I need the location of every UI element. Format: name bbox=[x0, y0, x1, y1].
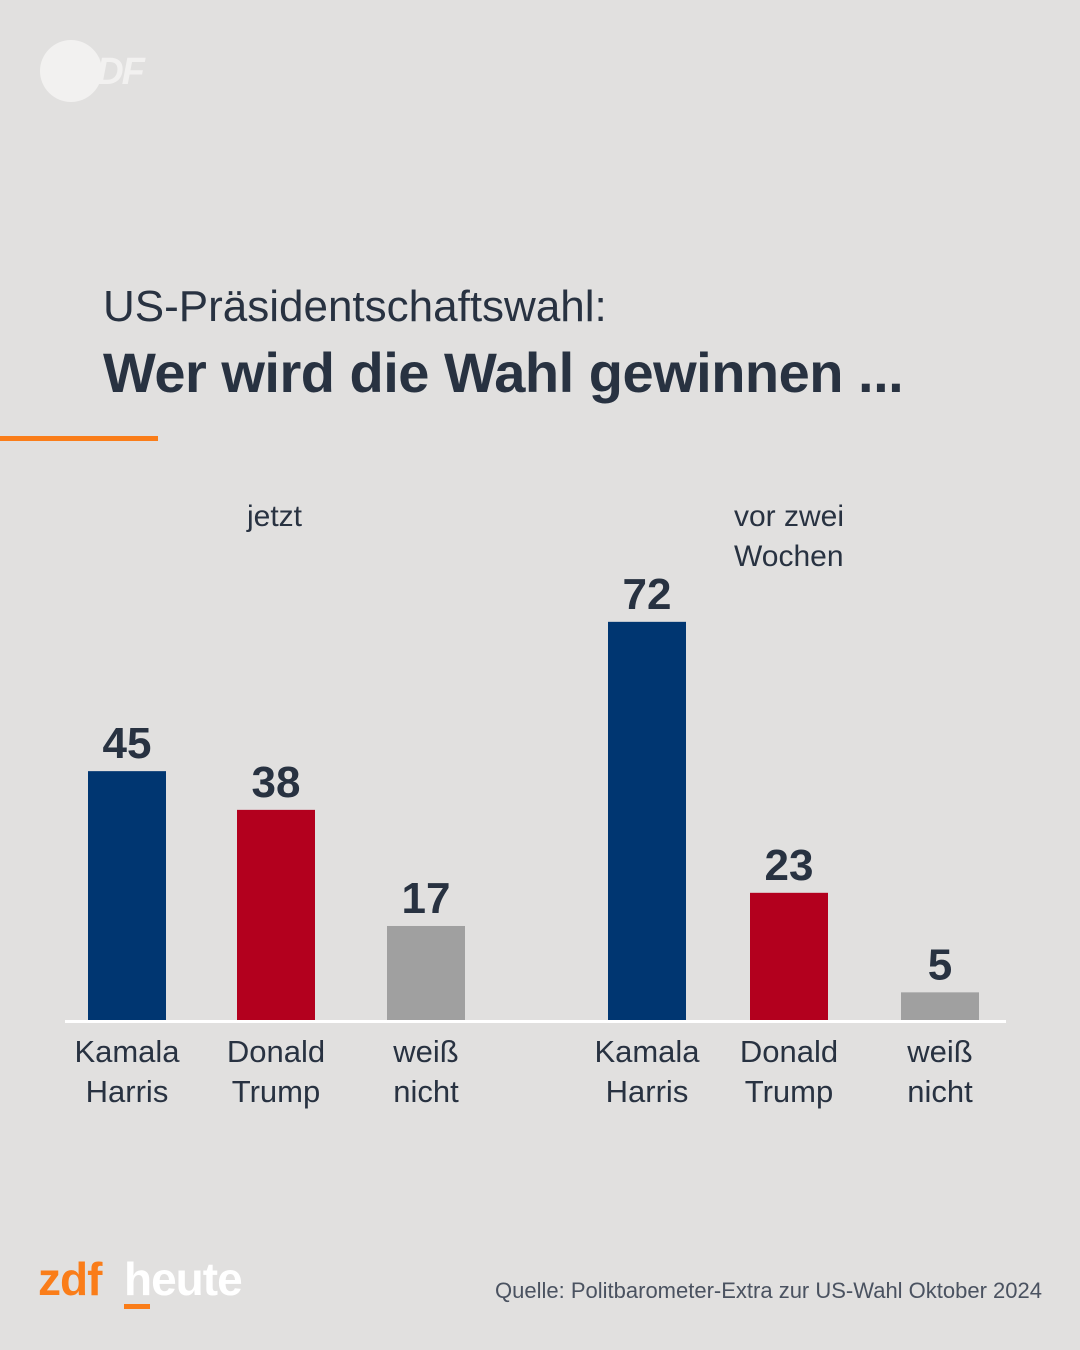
zdf-logo-circle bbox=[40, 40, 102, 102]
chart-baseline bbox=[65, 1020, 1006, 1023]
chart-subtitle: US-Präsidentschaftswahl: bbox=[103, 282, 607, 331]
bar-vor-zwei-wochen-1 bbox=[750, 892, 828, 1020]
category-label: Kamala bbox=[594, 1034, 700, 1069]
value-label: 5 bbox=[928, 940, 952, 989]
value-label: 38 bbox=[252, 758, 301, 807]
category-label: Trump bbox=[745, 1074, 833, 1109]
bar-vor-zwei-wochen-0 bbox=[608, 621, 686, 1020]
category-label: nicht bbox=[393, 1074, 459, 1109]
category-label: nicht bbox=[907, 1074, 973, 1109]
category-label: Kamala bbox=[74, 1034, 180, 1069]
category-label: weiß bbox=[906, 1034, 972, 1069]
value-label: 23 bbox=[765, 841, 814, 890]
category-label: Harris bbox=[606, 1074, 689, 1109]
bar-vor-zwei-wochen-2 bbox=[901, 992, 979, 1020]
source-note: Quelle: Politbarometer-Extra zur US-Wahl… bbox=[495, 1278, 1042, 1303]
value-label: 17 bbox=[402, 874, 451, 923]
bar-jetzt-1 bbox=[237, 809, 315, 1020]
category-label: Trump bbox=[232, 1074, 320, 1109]
category-label: Harris bbox=[86, 1074, 169, 1109]
value-label: 45 bbox=[103, 719, 152, 768]
accent-divider bbox=[0, 436, 158, 441]
zdfheute-logo-heute: heute bbox=[124, 1253, 243, 1305]
bar-jetzt-2 bbox=[387, 925, 465, 1020]
group-label-jetzt: jetzt bbox=[247, 497, 302, 537]
zdfheute-logo-zdf: zdf bbox=[38, 1253, 102, 1305]
group-label-vor-zwei-wochen: vor zwei Wochen bbox=[734, 497, 844, 577]
group-label-jetzt-text: jetzt bbox=[247, 500, 303, 533]
category-label: Donald bbox=[227, 1034, 325, 1069]
zdfheute-logo: zdf heute bbox=[38, 1252, 278, 1312]
category-label: Donald bbox=[740, 1034, 838, 1069]
group-label-line-1: vor zwei bbox=[734, 500, 845, 533]
chart-headline: Wer wird die Wahl gewinnen ... bbox=[103, 341, 904, 404]
bar-jetzt-0 bbox=[88, 771, 166, 1020]
value-label: 72 bbox=[623, 570, 672, 619]
zdfheute-logo-underline bbox=[124, 1304, 150, 1309]
group-label-line-2: Wochen bbox=[734, 540, 844, 573]
zdf-logo-text: ZDF bbox=[75, 51, 145, 93]
zdf-logo: ZDF bbox=[40, 40, 160, 102]
category-label: weiß bbox=[392, 1034, 458, 1069]
